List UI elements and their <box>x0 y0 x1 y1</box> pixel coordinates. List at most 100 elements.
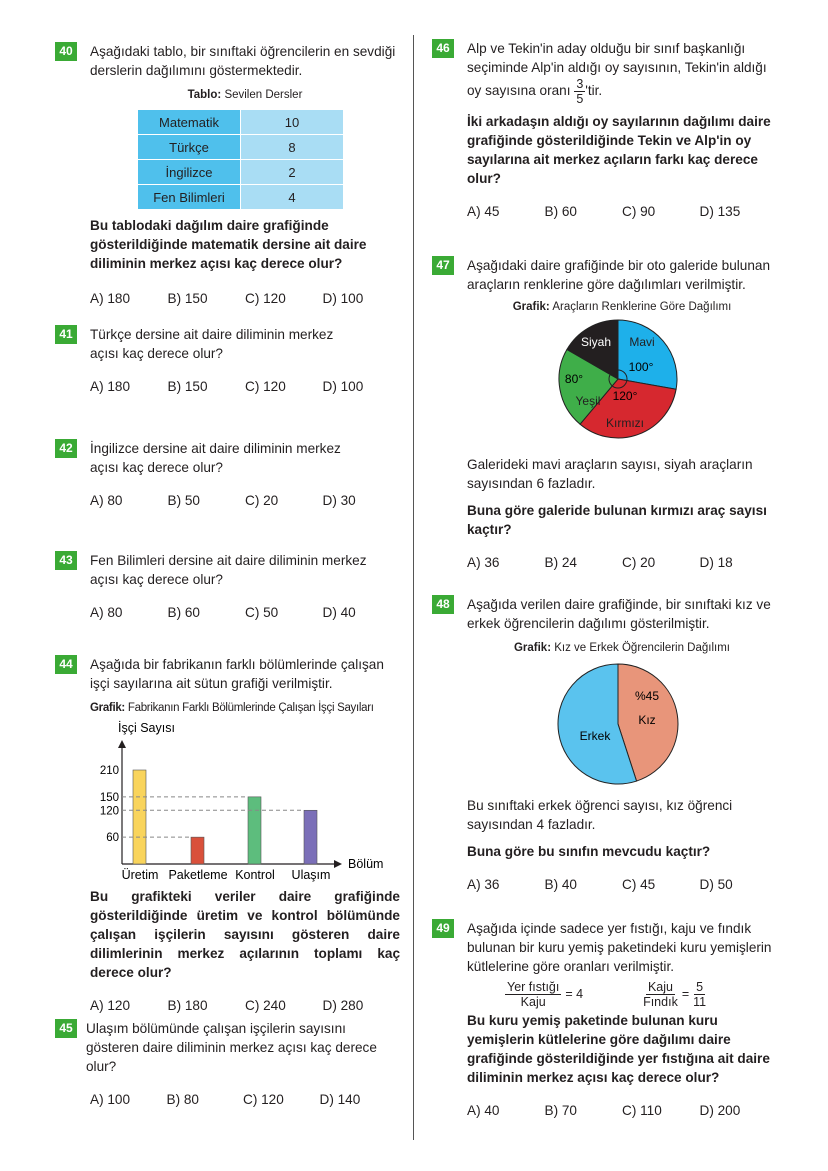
slice-label: Siyah <box>581 335 611 349</box>
option-a[interactable]: A) 45 <box>467 204 500 219</box>
slice-label: Kız <box>638 713 655 727</box>
question-49: 49 Aşağıda içinde sadece yer fıstığı, ka… <box>432 919 777 1120</box>
question-prompt: Bu kuru yemiş paketinde bulunan kuru yem… <box>467 1013 770 1085</box>
ratio-cashew-hazelnut: Kaju Fındık <box>643 980 678 1009</box>
question-41: 41 Türkçe dersine ait daire diliminin me… <box>55 325 400 396</box>
option-b[interactable]: B) 150 <box>167 291 208 306</box>
option-c[interactable]: C) 45 <box>622 877 656 892</box>
slice-siyah <box>566 319 619 380</box>
option-d[interactable]: D) 100 <box>322 379 364 394</box>
question-text: Aşağıdaki tablo, bir sınıftaki öğrencile… <box>90 44 396 78</box>
option-d[interactable]: D) 140 <box>319 1092 361 1107</box>
angle-label: 100° <box>629 360 654 374</box>
question-number: 48 <box>432 595 454 614</box>
option-d[interactable]: D) 280 <box>322 998 364 1013</box>
option-a[interactable]: A) 180 <box>90 379 131 394</box>
option-a[interactable]: A) 36 <box>467 877 500 892</box>
question-prompt: Bu grafikteki veriler daire grafiğinde g… <box>90 889 400 980</box>
table-row: Matematik 10 <box>137 109 344 135</box>
x-axis-arrow-icon <box>334 860 342 868</box>
angle-marker <box>608 369 628 389</box>
answer-options: A) 180 B) 150 C) 120 D) 100 <box>90 377 400 396</box>
slice-label: Erkek <box>580 729 612 743</box>
option-a[interactable]: A) 120 <box>90 998 131 1013</box>
slice-kırmızı <box>579 378 677 439</box>
option-b[interactable]: B) 60 <box>544 204 578 219</box>
option-a[interactable]: A) 80 <box>90 605 123 620</box>
option-a[interactable]: A) 180 <box>90 291 131 306</box>
option-c[interactable]: C) 20 <box>245 493 279 508</box>
option-a[interactable]: A) 40 <box>467 1103 500 1118</box>
x-tick-label: Ulaşım <box>292 868 331 882</box>
ratio-peanut-cashew: Yer fıstığı Kaju <box>505 980 562 1009</box>
chart-caption: Grafik: Fabrikanın Farklı Bölümlerinde Ç… <box>90 702 374 714</box>
question-42: 42 İngilizce dersine ait daire diliminin… <box>55 439 400 510</box>
option-d[interactable]: D) 30 <box>322 493 356 508</box>
question-text: Aşağıdaki daire grafiğinde bir oto galer… <box>467 258 771 292</box>
question-number: 44 <box>55 655 77 674</box>
subjects-table: Matematik 10 Türkçe 8 İngilizce 2 Fen Bilim… <box>137 109 344 210</box>
answer-options: A) 45 B) 60 C) 90 D) 135 <box>467 202 777 221</box>
y-tick-label: 60 <box>106 832 119 844</box>
bar-kontrol <box>247 796 262 865</box>
question-text: Aşağıda bir fabrikanın farklı bölümlerin… <box>90 657 384 691</box>
question-47: 47 Aşağıdaki daire grafiğinde bir oto ga… <box>432 256 777 572</box>
answer-options: A) 36 B) 24 C) 20 D) 18 <box>467 553 777 572</box>
question-prompt: Buna göre galeride bulunan kırmızı araç … <box>467 503 767 537</box>
option-c[interactable]: C) 20 <box>622 555 656 570</box>
column-divider <box>413 35 414 1140</box>
option-c[interactable]: C) 120 <box>245 379 286 394</box>
option-c[interactable]: C) 240 <box>245 998 286 1013</box>
option-c[interactable]: C) 120 <box>245 291 286 306</box>
option-b[interactable]: B) 150 <box>167 379 208 394</box>
bar-üretim <box>132 769 147 865</box>
question-prompt: İki arkadaşın aldığı oy sayılarının dağı… <box>467 114 771 186</box>
bar-ulaşım <box>303 809 318 865</box>
option-a[interactable]: A) 80 <box>90 493 123 508</box>
question-43: 43 Fen Bilimleri dersine ait daire dilim… <box>55 551 400 622</box>
option-b[interactable]: B) 24 <box>544 555 578 570</box>
option-b[interactable]: B) 50 <box>167 493 201 508</box>
question-text: Ulaşım bölümünde çalışan işçilerin sayıs… <box>86 1021 377 1074</box>
option-c[interactable]: C) 120 <box>243 1092 284 1107</box>
option-b[interactable]: B) 80 <box>166 1092 200 1107</box>
info-text: Bu sınıftaki erkek öğrenci sayısı, kız ö… <box>467 798 733 832</box>
option-d[interactable]: D) 100 <box>322 291 364 306</box>
option-a[interactable]: A) 100 <box>90 1092 131 1107</box>
y-tick-label: 210 <box>100 765 119 777</box>
table-row: İngilizce 2 <box>137 159 344 185</box>
answer-options: A) 40 B) 70 C) 110 D) 200 <box>467 1101 777 1120</box>
option-d[interactable]: D) 200 <box>699 1103 741 1118</box>
option-d[interactable]: D) 50 <box>699 877 733 892</box>
slice-kiz <box>617 663 679 782</box>
question-number: 46 <box>432 39 454 58</box>
option-d[interactable]: D) 135 <box>699 204 741 219</box>
option-c[interactable]: C) 50 <box>245 605 279 620</box>
question-45: 45 Ulaşım bölümünde çalışan işçilerin sa… <box>55 1019 396 1109</box>
option-b[interactable]: B) 40 <box>544 877 578 892</box>
option-d[interactable]: D) 40 <box>322 605 356 620</box>
angle-label: 80° <box>565 372 583 386</box>
question-number: 49 <box>432 919 454 938</box>
y-tick-label: 120 <box>100 805 119 817</box>
gender-pie-chart: %45 Kız Erkek <box>557 663 679 785</box>
option-b[interactable]: B) 70 <box>544 1103 578 1118</box>
question-text: Aşağıda verilen daire grafiğinde, bir sı… <box>467 597 771 631</box>
answer-options: A) 100 B) 80 C) 120 D) 140 <box>90 1090 396 1109</box>
option-c[interactable]: C) 110 <box>622 1103 662 1118</box>
y-tick-label: 150 <box>100 792 119 804</box>
angle-label: 120° <box>613 389 638 403</box>
option-c[interactable]: C) 90 <box>622 204 656 219</box>
option-b[interactable]: B) 60 <box>167 605 201 620</box>
option-b[interactable]: B) 180 <box>167 998 208 1013</box>
question-44: 44 Aşağıda bir fabrikanın farklı bölümle… <box>55 655 400 1015</box>
chart-caption: Grafik: Araçların Renklerine Göre Dağılı… <box>512 301 732 313</box>
slice-label: Yeşil <box>576 394 601 408</box>
answer-options: A) 180 B) 150 C) 120 D) 100 <box>90 289 400 308</box>
option-a[interactable]: A) 36 <box>467 555 500 570</box>
question-prompt: Bu tablodaki dağılım daire grafiğinde gö… <box>90 218 367 271</box>
table-row: Türkçe 8 <box>137 134 344 160</box>
option-d[interactable]: D) 18 <box>699 555 733 570</box>
